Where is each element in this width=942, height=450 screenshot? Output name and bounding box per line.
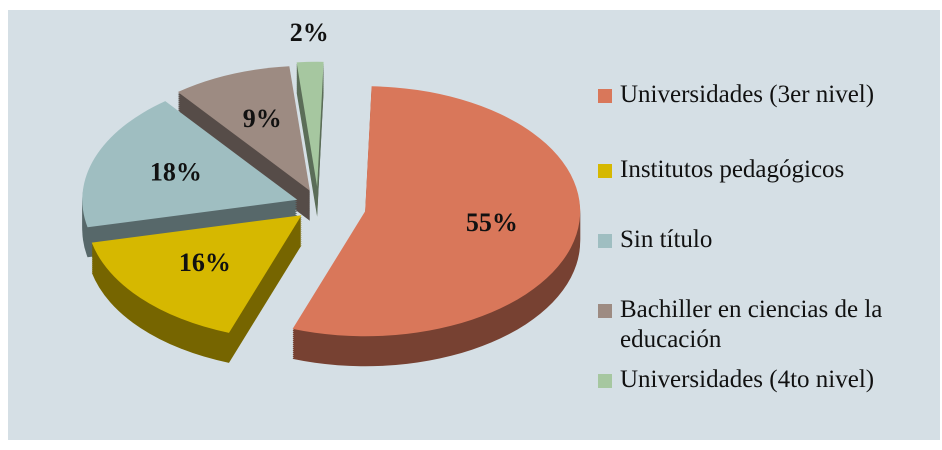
legend-label: Universidades (4to nivel) bbox=[620, 366, 875, 393]
legend-item: Universidades (4to nivel) bbox=[598, 365, 938, 395]
legend-swatch bbox=[598, 89, 612, 103]
legend-item: Institutos pedagógicos bbox=[598, 155, 938, 185]
data-label: 9% bbox=[243, 104, 282, 133]
legend-swatch bbox=[598, 304, 612, 318]
legend-item: Universidades (3er nivel) bbox=[598, 80, 938, 110]
slice bbox=[296, 61, 324, 187]
slice bbox=[91, 215, 302, 333]
legend-item: Bachiller en ciencias de la educación bbox=[598, 295, 938, 355]
legend-swatch bbox=[598, 234, 612, 248]
legend-label: Institutos pedagógicos bbox=[620, 156, 845, 183]
legend-label: Sin título bbox=[620, 226, 713, 253]
slice bbox=[177, 66, 310, 191]
legend-swatch bbox=[598, 374, 612, 388]
legend-label: Bachiller en ciencias de la educación bbox=[620, 296, 883, 353]
data-label: 16% bbox=[179, 248, 231, 277]
legend-item: Sin título bbox=[598, 225, 938, 255]
data-label: 2% bbox=[290, 18, 329, 47]
legend-label: Universidades (3er nivel) bbox=[620, 81, 875, 108]
legend-swatch bbox=[598, 164, 612, 178]
slice bbox=[292, 86, 581, 337]
data-label: 18% bbox=[150, 157, 202, 186]
data-label: 55% bbox=[466, 208, 518, 237]
slice bbox=[82, 101, 298, 228]
